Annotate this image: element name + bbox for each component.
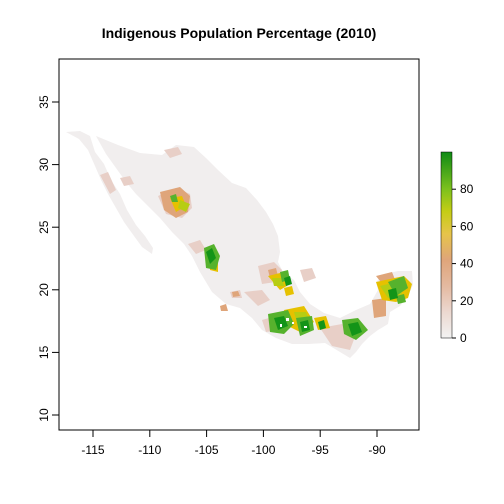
- y-tick-label: 25: [37, 220, 51, 234]
- x-tick-label: -90: [368, 443, 386, 457]
- y-axis: 10 15 20 25 30 35: [37, 95, 60, 422]
- legend-tick-label: 40: [460, 257, 474, 271]
- dark-green-regions: [206, 248, 398, 336]
- y-tick-label: 10: [37, 408, 51, 422]
- legend-tick-label: 20: [460, 294, 474, 308]
- x-tick-label: -110: [138, 443, 161, 457]
- legend-tick-label: 0: [460, 331, 467, 345]
- x-tick-label: -95: [312, 443, 330, 457]
- mexico-map: [66, 131, 413, 358]
- x-tick-label: -105: [195, 443, 219, 457]
- y-tick-label: 15: [37, 345, 51, 359]
- color-legend: 0 20 40 60 80: [440, 151, 474, 345]
- x-axis: -115 -110 -105 -100 -95 -90: [81, 429, 386, 457]
- urban-specks: [280, 318, 307, 328]
- legend-color-bar: [440, 151, 453, 339]
- y-tick-label: 35: [37, 95, 51, 109]
- legend-tick-label: 80: [460, 182, 474, 196]
- legend-tick-label: 60: [460, 219, 474, 233]
- y-tick-label: 20: [37, 283, 51, 297]
- x-tick-label: -115: [81, 443, 104, 457]
- y-tick-label: 30: [37, 158, 51, 172]
- map-title: Indigenous Population Percentage (2010): [102, 25, 377, 41]
- x-tick-label: -100: [251, 443, 275, 457]
